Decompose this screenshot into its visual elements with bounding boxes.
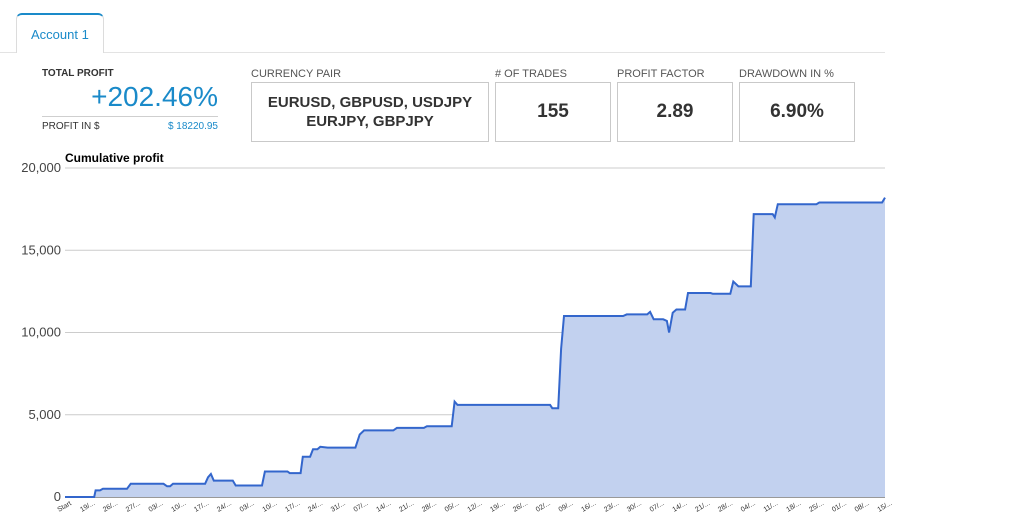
profit-area — [65, 197, 885, 497]
y-tick-label: 10,000 — [21, 325, 61, 340]
x-tick-label: 02/... — [535, 500, 552, 514]
x-tick-label: 04/... — [740, 500, 757, 514]
x-tick-label: 21/... — [694, 500, 711, 514]
x-tick-label: 10/... — [262, 500, 279, 514]
currency-pair-label: CURRENCY PAIR — [251, 68, 342, 80]
account-tabs: Account 1 — [0, 0, 885, 53]
profit-factor-stat: PROFIT FACTOR 2.89 — [617, 68, 733, 142]
drawdown-value: 6.90% — [739, 82, 855, 142]
x-tick-label: 05/... — [444, 500, 461, 514]
drawdown-label: DRAWDOWN IN % — [739, 68, 834, 80]
x-tick-label: 03/... — [239, 500, 256, 514]
total-profit-value: +202.46% — [91, 81, 218, 112]
x-tick-label: 09/... — [558, 500, 575, 514]
x-tick-label: 26/... — [512, 500, 529, 514]
x-tick-label: 08/... — [854, 500, 871, 514]
x-tick-label: 31/... — [330, 500, 347, 514]
x-tick-label: 23/... — [603, 500, 620, 514]
total-profit-panel: TOTAL PROFIT +202.46% PROFIT IN $ $ 1822… — [42, 68, 218, 132]
x-tick-label: 14/... — [672, 500, 689, 514]
profit-in-value: $ 18220.95 — [167, 121, 218, 132]
x-tick-label: 26/... — [102, 500, 119, 514]
x-tick-label: 15/... — [877, 500, 894, 514]
x-tick-label: 25/... — [808, 500, 825, 514]
y-tick-label: 0 — [54, 489, 61, 504]
x-tick-label: 30/... — [626, 500, 643, 514]
x-tick-label: 16/... — [580, 500, 597, 514]
x-tick-label: 19/... — [79, 500, 96, 514]
x-tick-label: 18/... — [785, 500, 802, 514]
x-tick-label: 11/... — [763, 500, 780, 514]
x-tick-label: 17/... — [193, 500, 210, 514]
x-tick-label: 21/... — [398, 500, 415, 514]
currency-pair-value: EURUSD, GBPUSD, USDJPY EURJPY, GBPJPY — [251, 82, 489, 142]
x-tick-label: 24/... — [307, 500, 324, 514]
currency-pair-stat: CURRENCY PAIR EURUSD, GBPUSD, USDJPY EUR… — [251, 68, 489, 142]
divider — [42, 116, 218, 117]
total-profit-label: TOTAL PROFIT — [42, 68, 114, 79]
x-tick-label: 27/... — [125, 500, 142, 514]
x-tick-label: 17/... — [284, 500, 301, 514]
x-tick-label: 10/... — [170, 500, 187, 514]
trades-label: # OF TRADES — [495, 68, 567, 80]
x-tick-label: 03/... — [148, 500, 165, 514]
x-tick-label: 28/... — [421, 500, 438, 514]
x-tick-label: 28/... — [717, 500, 734, 514]
drawdown-stat: DRAWDOWN IN % 6.90% — [739, 68, 855, 142]
profit-factor-value: 2.89 — [617, 82, 733, 142]
x-tick-label: 07/... — [649, 500, 666, 514]
x-tick-label: 01/... — [831, 500, 848, 514]
y-tick-label: 15,000 — [21, 242, 61, 257]
trades-stat: # OF TRADES 155 — [495, 68, 611, 142]
profit-line — [65, 197, 886, 498]
x-tick-label: 07/... — [353, 500, 370, 514]
x-tick-label: 12/... — [467, 500, 484, 514]
chart-title: Cumulative profit — [65, 151, 164, 165]
tab-account-1[interactable]: Account 1 — [16, 13, 104, 53]
y-tick-label: 5,000 — [28, 407, 61, 422]
profit-factor-label: PROFIT FACTOR — [617, 68, 705, 80]
cumulative-profit-chart: Cumulative profit 0 5,000 10,000 15,000 20,0… — [21, 151, 894, 514]
x-tick-label: 19/... — [489, 500, 506, 514]
profit-in-label: PROFIT IN $ — [42, 121, 100, 132]
x-tick-label: 24/... — [216, 500, 233, 514]
y-tick-label: 20,000 — [21, 160, 61, 175]
x-tick-label: 14/... — [375, 500, 392, 514]
trades-value: 155 — [495, 82, 611, 142]
